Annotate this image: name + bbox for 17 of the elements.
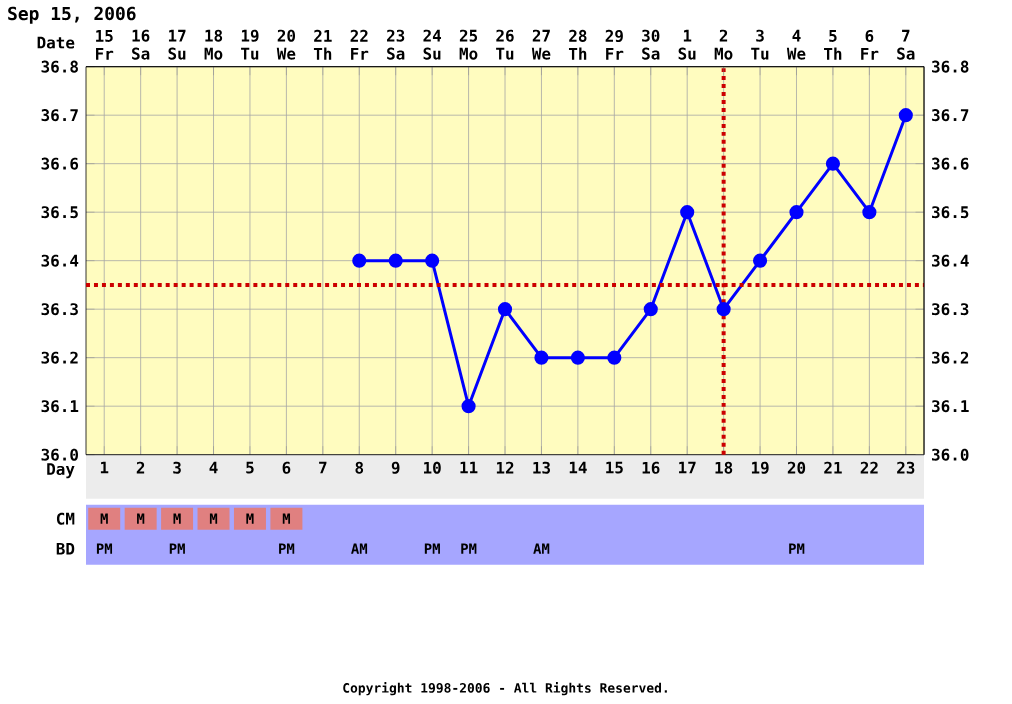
point (607, 350, 622, 365)
point (716, 301, 731, 316)
point (534, 350, 549, 365)
point (752, 253, 768, 268)
point (789, 204, 804, 219)
point (461, 398, 476, 413)
point (497, 301, 513, 316)
point (680, 204, 695, 219)
point (862, 204, 877, 219)
point (388, 253, 403, 268)
point (825, 156, 841, 171)
chart-title: Sep 15, 2006 (8, 6, 136, 24)
point (425, 253, 440, 268)
point (570, 350, 585, 365)
point (898, 107, 913, 122)
point (643, 301, 658, 316)
point (352, 253, 367, 268)
